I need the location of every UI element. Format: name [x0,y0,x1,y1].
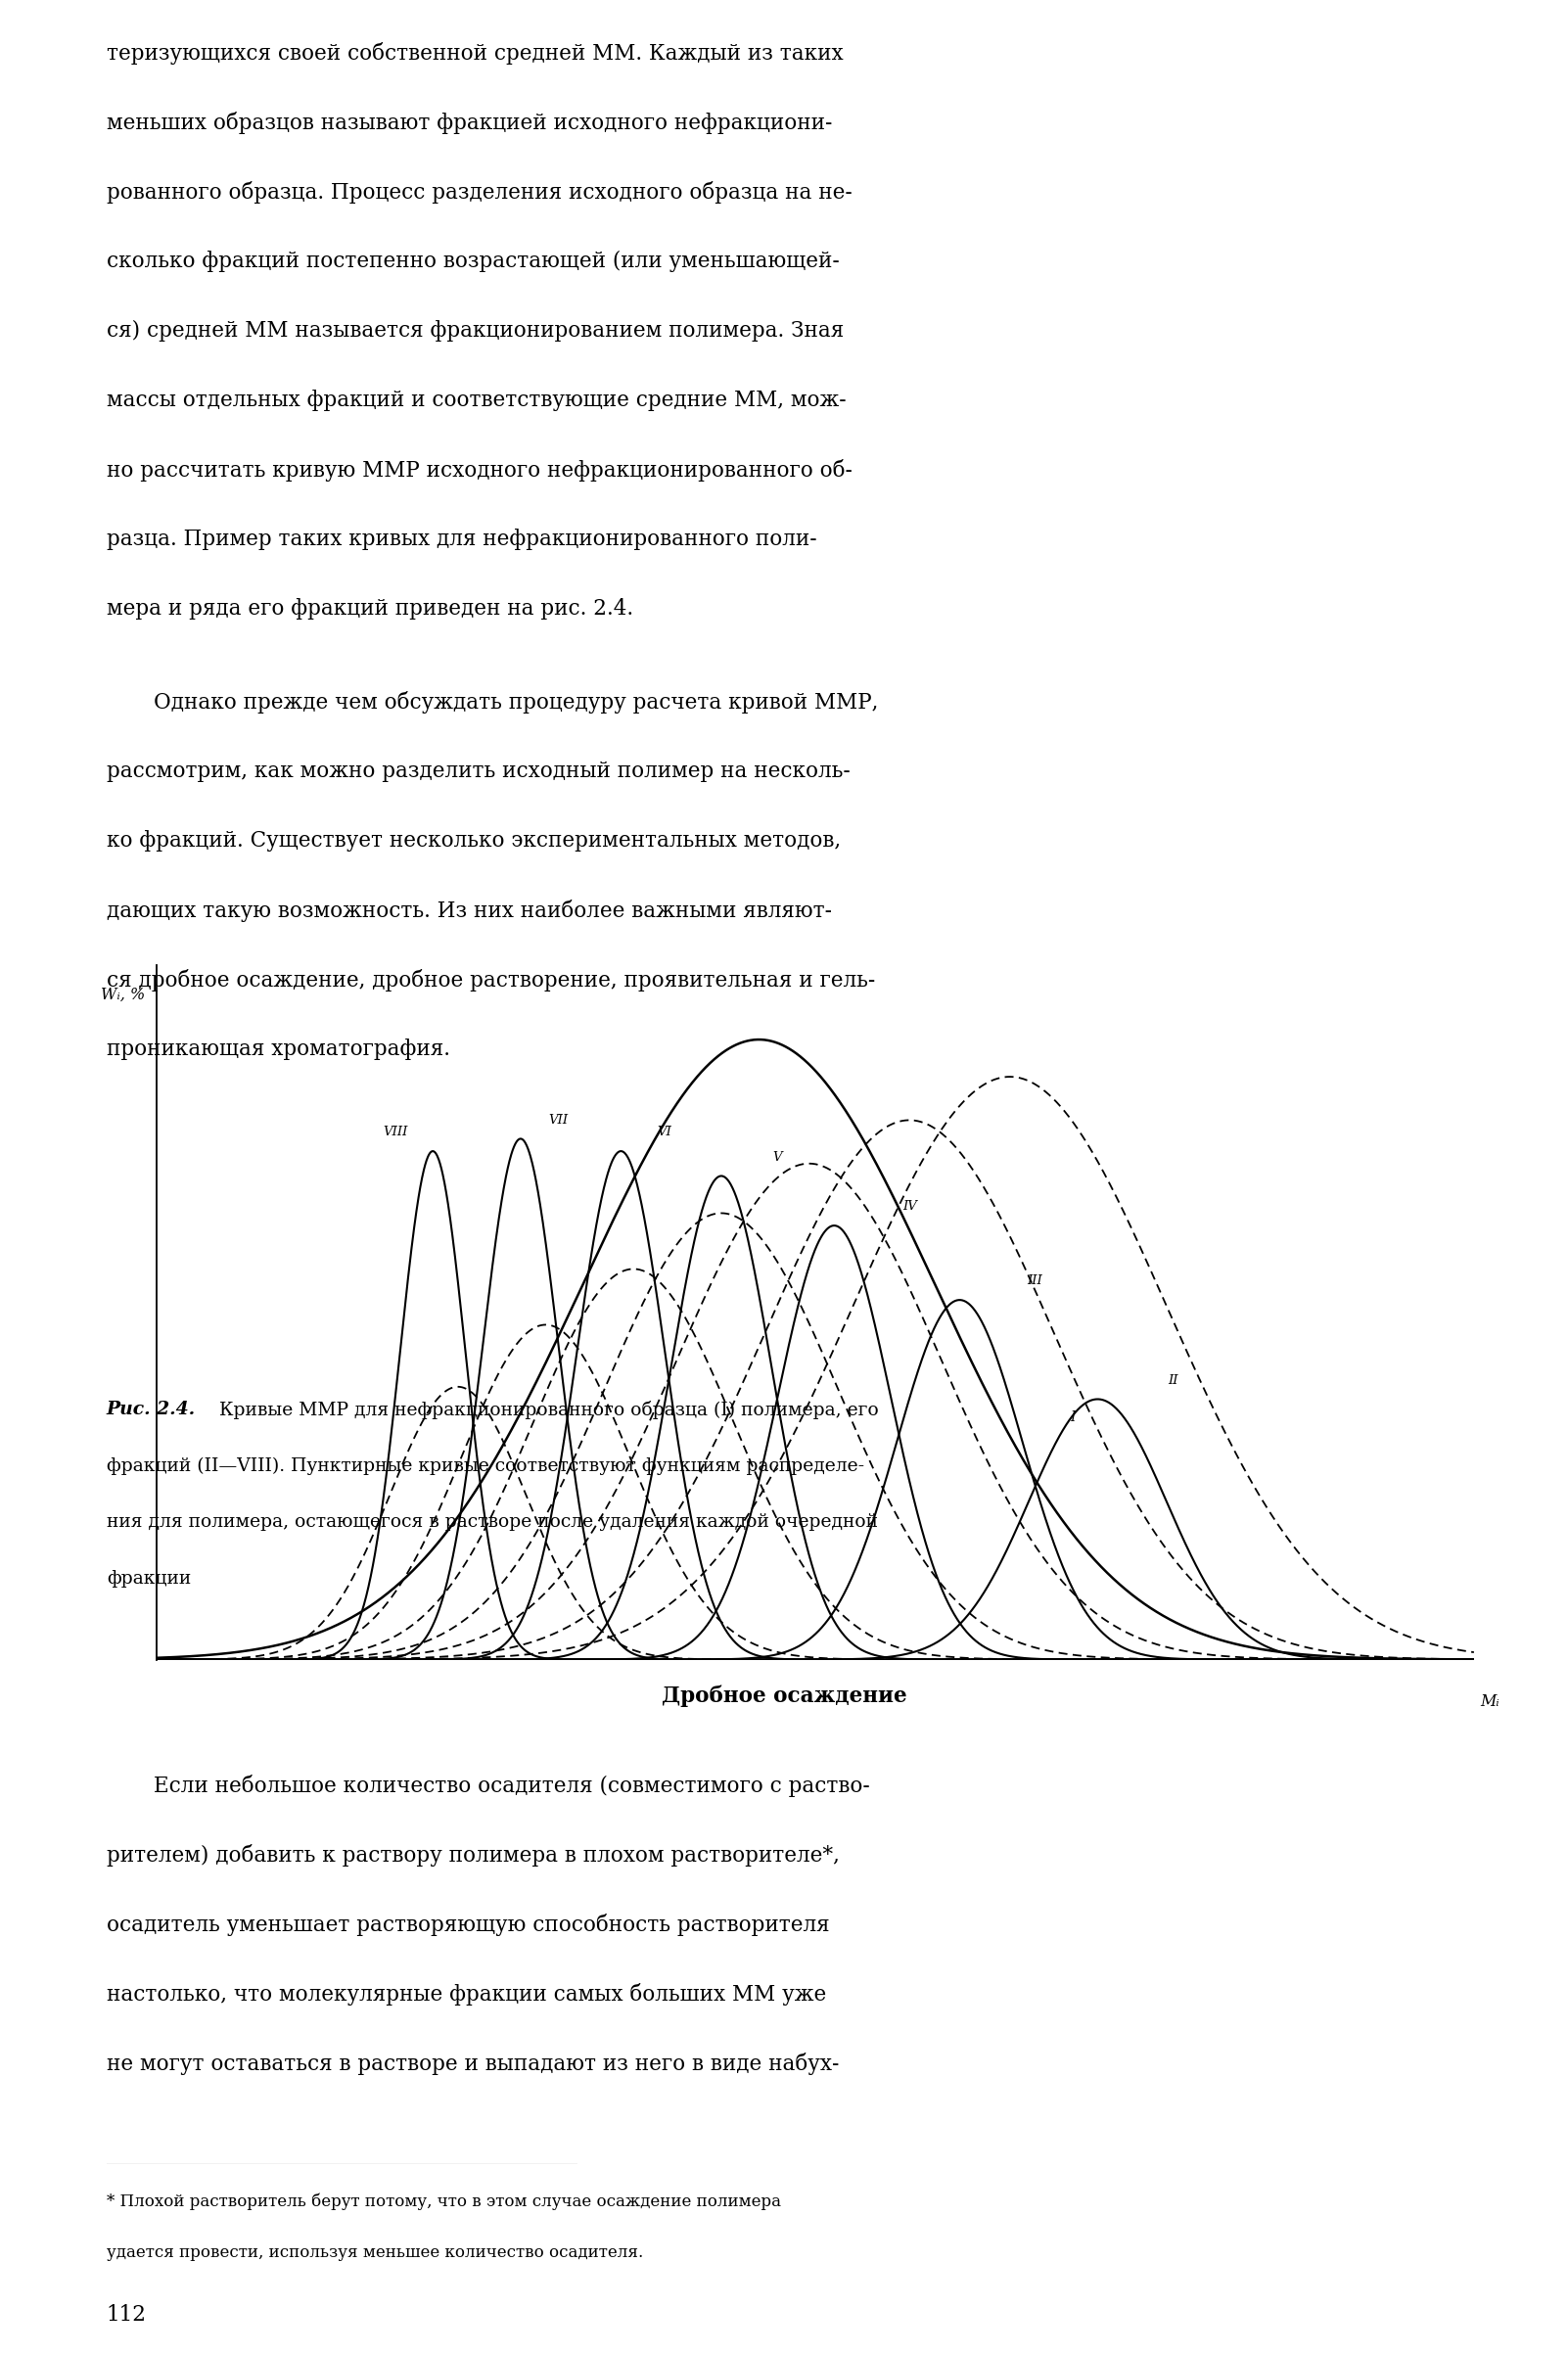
Text: теризующихся своей собственной средней ММ. Каждый из таких: теризующихся своей собственной средней М… [107,42,844,66]
Text: сколько фракций постепенно возрастающей (или уменьшающей-: сколько фракций постепенно возрастающей … [107,252,839,273]
Text: V: V [773,1151,782,1163]
Text: ко фракций. Существует несколько экспериментальных методов,: ко фракций. Существует несколько экспери… [107,831,840,852]
Text: разца. Пример таких кривых для нефракционированного поли-: разца. Пример таких кривых для нефракцио… [107,527,817,551]
Text: * Плохой растворитель берут потому, что в этом случае осаждение полимера: * Плохой растворитель берут потому, что … [107,2194,781,2210]
Text: IV: IV [902,1201,917,1212]
Text: фракции: фракции [107,1570,191,1587]
Text: мера и ряда его фракций приведен на рис. 2.4.: мера и ряда его фракций приведен на рис.… [107,598,633,619]
Text: ся дробное осаждение, дробное растворение, проявительная и гель-: ся дробное осаждение, дробное растворени… [107,970,875,991]
Text: Wᵢ, %: Wᵢ, % [100,986,144,1003]
Text: VII: VII [549,1113,568,1125]
Text: Однако прежде чем обсуждать процедуру расчета кривой ММР,: Однако прежде чем обсуждать процедуру ра… [154,692,878,713]
Text: Дробное осаждение: Дробное осаждение [662,1685,906,1707]
Text: Кривые ММР для нефракционированного образца (I) полимера, его: Кривые ММР для нефракционированного обра… [213,1401,878,1419]
Text: но рассчитать кривую ММР исходного нефракционированного об-: но рассчитать кривую ММР исходного нефра… [107,459,853,483]
Text: фракций (II—VIII). Пунктирные кривые соответствуют функциям распределе-: фракций (II—VIII). Пунктирные кривые соо… [107,1457,864,1476]
Text: ся) средней ММ называется фракционированием полимера. Зная: ся) средней ММ называется фракционирован… [107,320,844,341]
Text: VI: VI [657,1125,673,1139]
Text: рассмотрим, как можно разделить исходный полимер на несколь-: рассмотрим, как можно разделить исходный… [107,760,850,782]
Text: VIII: VIII [383,1125,408,1139]
Text: Рис. 2.4.: Рис. 2.4. [107,1401,196,1417]
Text: массы отдельных фракций и соответствующие средние ММ, мож-: массы отдельных фракций и соответствующи… [107,388,847,412]
Text: рителем) добавить к раствору полимера в плохом растворителе*,: рителем) добавить к раствору полимера в … [107,1846,839,1867]
Text: дающих такую возможность. Из них наиболее важными являют-: дающих такую возможность. Из них наиболе… [107,899,833,923]
Text: ния для полимера, остающегося в растворе после удаления каждой очередной: ния для полимера, остающегося в растворе… [107,1514,878,1530]
Text: проникающая хроматография.: проникающая хроматография. [107,1038,450,1059]
Text: осадитель уменьшает растворяющую способность растворителя: осадитель уменьшает растворяющую способн… [107,1914,829,1937]
Text: I: I [1069,1410,1076,1424]
Text: меньших образцов называют фракцией исходного нефракциони-: меньших образцов называют фракцией исход… [107,111,833,134]
Text: II: II [1168,1375,1178,1387]
Text: рованного образца. Процесс разделения исходного образца на не-: рованного образца. Процесс разделения ис… [107,181,851,205]
Text: настолько, что молекулярные фракции самых больших ММ уже: настолько, что молекулярные фракции самы… [107,1982,826,2006]
Text: III: III [1027,1276,1043,1288]
Text: 112: 112 [107,2305,147,2326]
Text: не могут оставаться в растворе и выпадают из него в виде набух-: не могут оставаться в растворе и выпадаю… [107,2053,839,2076]
Text: удается провести, используя меньшее количество осадителя.: удается провести, используя меньшее коли… [107,2246,643,2262]
Text: Если небольшое количество осадителя (совместимого с раство-: Если небольшое количество осадителя (сов… [154,1775,870,1798]
Text: Mᵢ: Mᵢ [1480,1693,1499,1711]
